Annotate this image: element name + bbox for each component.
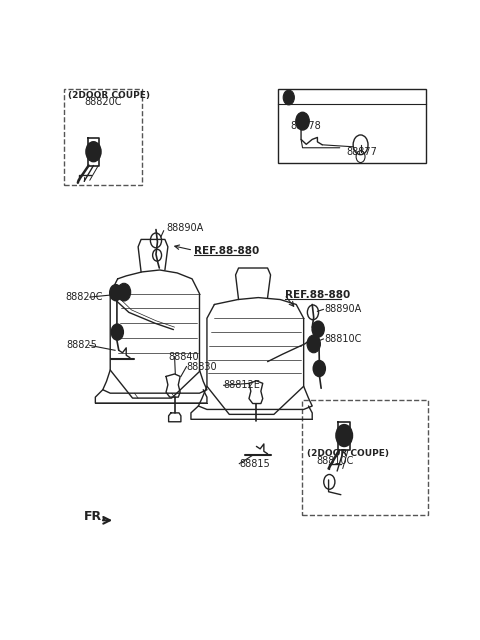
Circle shape xyxy=(283,90,294,105)
Text: 88820C: 88820C xyxy=(66,292,103,302)
Circle shape xyxy=(111,324,123,340)
Bar xyxy=(302,399,428,515)
Text: 88877: 88877 xyxy=(347,147,377,157)
Bar xyxy=(64,89,142,185)
Text: REF.88-880: REF.88-880 xyxy=(285,290,350,300)
Text: a: a xyxy=(121,287,127,297)
Text: 88812E: 88812E xyxy=(224,380,261,390)
Text: (2DOOR COUPE): (2DOOR COUPE) xyxy=(307,449,389,458)
Circle shape xyxy=(117,284,131,301)
Text: 88820C: 88820C xyxy=(84,97,122,108)
Text: 88840: 88840 xyxy=(168,352,199,362)
Text: 88815: 88815 xyxy=(240,459,270,468)
Circle shape xyxy=(307,335,321,353)
Text: a: a xyxy=(286,93,291,102)
Text: a: a xyxy=(311,339,316,348)
Text: REF.88-880: REF.88-880 xyxy=(194,246,259,256)
Circle shape xyxy=(86,142,101,161)
Text: 88890A: 88890A xyxy=(324,305,361,314)
Text: 88890A: 88890A xyxy=(166,223,203,233)
Text: 88810C: 88810C xyxy=(324,334,361,344)
Circle shape xyxy=(110,285,122,301)
Circle shape xyxy=(336,425,352,447)
Circle shape xyxy=(313,361,325,376)
Text: 88810C: 88810C xyxy=(317,456,354,466)
Text: 88878: 88878 xyxy=(290,121,322,131)
Circle shape xyxy=(312,321,324,337)
Circle shape xyxy=(296,112,309,130)
Text: FR.: FR. xyxy=(84,510,107,524)
Text: (2DOOR COUPE): (2DOOR COUPE) xyxy=(68,90,150,100)
Bar xyxy=(277,89,426,163)
Text: 88830: 88830 xyxy=(186,362,217,372)
Text: 88825: 88825 xyxy=(67,340,97,350)
